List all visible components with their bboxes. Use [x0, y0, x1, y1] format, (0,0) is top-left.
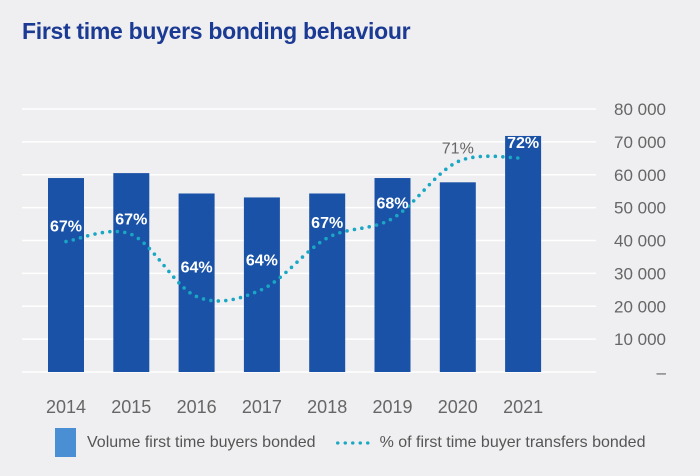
- bar-2018: [309, 193, 346, 372]
- x-tick-label: 2016: [177, 397, 217, 417]
- bar-2020: [439, 182, 476, 372]
- percent-label-2017: 64%: [246, 252, 278, 269]
- x-tick-label: 2014: [46, 397, 86, 417]
- percent-label-2019: 68%: [376, 195, 408, 212]
- percent-label-2015: 67%: [115, 211, 147, 228]
- y-tick-label: 80 000: [614, 100, 666, 119]
- percent-label-2020: 71%: [442, 141, 474, 158]
- legend-label-percent: % of first time buyer transfers bonded: [379, 433, 646, 451]
- legend-label-volume: Volume first time buyers bonded: [87, 433, 316, 451]
- x-tick-label: 2017: [242, 397, 282, 417]
- percent-label-2014: 67%: [50, 219, 82, 236]
- percent-label-2021: 72%: [507, 135, 539, 152]
- y-tick-label: 70 000: [614, 133, 666, 152]
- bar-2019: [374, 178, 411, 372]
- x-tick-label: 2019: [372, 397, 412, 417]
- y-tick-label: 30 000: [614, 264, 666, 283]
- bar-2021: [505, 135, 542, 372]
- y-tick-label: 10 000: [614, 330, 666, 349]
- chart-title: First time buyers bonding behaviour: [22, 18, 411, 44]
- x-tick-label: 2020: [438, 397, 478, 417]
- percent-label-2016: 64%: [181, 260, 213, 277]
- y-tick-label: 60 000: [614, 166, 666, 185]
- y-tick-label: 40 000: [614, 232, 666, 251]
- x-tick-label: 2015: [111, 397, 151, 417]
- y-tick-label: –: [657, 363, 667, 382]
- y-tick-label: 20 000: [614, 297, 666, 316]
- y-tick-label: 50 000: [614, 199, 666, 218]
- percent-label-2018: 67%: [311, 215, 343, 232]
- bar-2014: [48, 178, 84, 372]
- bar-2017: [243, 197, 280, 372]
- x-tick-label: 2021: [503, 397, 543, 417]
- legend-swatch-line: [333, 440, 372, 445]
- bar-2016: [178, 193, 215, 372]
- legend: Volume first time buyers bonded % of fir…: [55, 428, 645, 457]
- legend-swatch-bar: [55, 428, 76, 457]
- bar-2015: [113, 173, 150, 372]
- x-tick-label: 2018: [307, 397, 347, 417]
